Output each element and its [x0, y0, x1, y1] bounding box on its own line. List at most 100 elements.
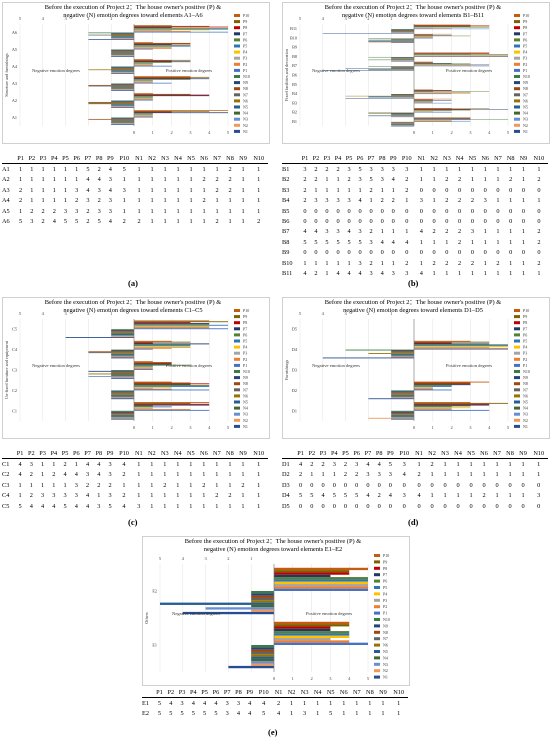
- bar-C5-P10: [134, 320, 210, 322]
- table-cell: 1: [52, 461, 56, 469]
- bar-D2-P4: [414, 386, 433, 388]
- pos-tick-label: 4: [348, 676, 351, 681]
- table-cell: 0: [432, 207, 436, 215]
- legend-label-N9: N9: [243, 375, 248, 380]
- bar-E2-P1: [274, 588, 368, 591]
- table-row: C2 4 2 1 2 4 4 3 4 3 2 1 1 1 1 1 1 1 1 1 1: [2, 470, 268, 480]
- table-cell: 1: [432, 238, 436, 246]
- table-cell: 1: [228, 481, 232, 489]
- header-cell: N9: [376, 687, 390, 699]
- table-cell: 4: [52, 218, 56, 226]
- legend-label-P9: P9: [523, 19, 527, 24]
- legend-swatch-P6: [234, 333, 240, 337]
- table-row: B4 2 3 3 3 3 4 1 2 2 1 3 1 2 2 2 3 1 1 1 1: [282, 196, 548, 206]
- bar-C1-P7: [134, 404, 210, 406]
- legend-label-P5: P5: [523, 339, 527, 344]
- legend-swatch-P4: [234, 345, 240, 349]
- bar-C4-N9: [111, 350, 134, 352]
- legend-label-N8: N8: [243, 381, 248, 386]
- table-cell: 0: [508, 502, 512, 510]
- bar-C3-P2: [134, 368, 153, 370]
- panel-d: Before the execution of Project 2：The ho…: [280, 295, 550, 535]
- header-cell: N1: [132, 153, 146, 165]
- legend-swatch-N3: [374, 662, 380, 666]
- table-cell: 1: [228, 218, 232, 226]
- table-cell: 1: [241, 197, 245, 205]
- bar-D2-P8: [414, 383, 471, 385]
- table-row: C1 4 3 1 1 2 1 4 4 3 4 1 1 1 1 1 1 1 1 1 1: [2, 459, 268, 470]
- table-cell: 2: [405, 259, 409, 267]
- legend-swatch-P1: [514, 363, 520, 367]
- bar-C1-P9: [134, 402, 191, 404]
- bar-C4-N7: [88, 352, 134, 354]
- table-cell: 1: [483, 259, 487, 267]
- table-row: B3 2 1 1 1 1 1 2 1 1 2 0 0 0 0 0 0 0 0 0 0: [282, 185, 548, 195]
- table-header-row: P1 P2 P3 P4 P5 P6 P7 P8 P9 P10 N1 N2 N3 N4 N5 N6 N7 N8 N9 N…: [142, 687, 408, 699]
- header-cell: P6: [354, 153, 366, 165]
- bar-C5-N8: [111, 330, 134, 332]
- negative-region-label: Negative emotion degrees: [312, 68, 360, 73]
- legend-label-N1: N1: [523, 424, 528, 429]
- header-cell: N7: [350, 687, 364, 699]
- emotion-chart-e: 5 4 3 2 1 0 1 2 3 4 5 Others E1 E2 Negative emotion de…: [144, 553, 390, 681]
- table-cell: 4: [303, 269, 307, 277]
- legend-label-P1: P1: [243, 68, 247, 73]
- category-label: C2: [12, 388, 17, 393]
- data-table-d: P1 P2 P3 P4 P5 P6 P7 P8 P9 P10 N1 N2 N3 N4 N5 N6 N7 N8 N9 N…: [282, 448, 548, 511]
- bar-A6-P7: [134, 27, 172, 29]
- bar-A2-N4: [111, 104, 134, 106]
- table-cell: 3: [30, 218, 34, 226]
- table-cell: 1: [189, 186, 193, 194]
- table-cell: 1: [30, 166, 34, 174]
- header-cell: N5: [184, 448, 198, 460]
- category-label: A4: [12, 64, 18, 69]
- table-cell: 1: [521, 238, 526, 246]
- table-cell: 2: [41, 218, 45, 226]
- table-cell: 3: [303, 166, 307, 174]
- table-cell: 1: [496, 269, 500, 277]
- legend-swatch-N7: [514, 388, 520, 392]
- table-cell: 1: [215, 502, 219, 510]
- bar-C3-P6: [134, 364, 191, 366]
- row-label: D4: [282, 492, 290, 500]
- header-cell: P7: [81, 448, 94, 460]
- table-cell: 4: [321, 492, 325, 500]
- table-cell: 2: [355, 471, 359, 479]
- bar-A4-N9: [111, 67, 134, 68]
- bar-A4-P3: [134, 64, 153, 66]
- legend-swatch-P4: [514, 50, 520, 54]
- table-cell: 1: [310, 471, 314, 479]
- table-cell: 5: [369, 176, 373, 184]
- bar-A5-P6: [134, 45, 191, 46]
- bar-A2-P10: [134, 93, 153, 94]
- table-cell: 3: [86, 197, 90, 205]
- chart-title-b: Before the execution of Project 2：The ho…: [324, 4, 502, 19]
- table-cell: 1: [329, 700, 333, 708]
- table-cell: 3: [108, 461, 112, 469]
- bar-D2-P10: [414, 381, 490, 383]
- legend-swatch-P7: [374, 573, 380, 577]
- table-cell: 4: [97, 176, 101, 184]
- bar-E1-N10: [251, 645, 274, 648]
- header-cell: N7: [490, 448, 504, 460]
- legend-swatch-P3: [374, 598, 380, 602]
- table-cell: 5: [355, 492, 359, 500]
- row-label: B11: [282, 269, 293, 277]
- bar-E1-P7: [274, 628, 331, 632]
- legend-label-N4: N4: [243, 406, 248, 411]
- bar-C4-N10: [111, 349, 134, 351]
- legend-label-P3: P3: [383, 598, 387, 603]
- legend-swatch-N7: [234, 93, 240, 97]
- table-cell: 1: [508, 461, 512, 469]
- legend-swatch-P3: [514, 56, 520, 60]
- panel-label-c: (c): [128, 517, 138, 527]
- legend-swatch-P10: [514, 14, 520, 17]
- header-cell: P5: [343, 153, 355, 165]
- table-cell: 4: [419, 228, 423, 236]
- legend-label-N7: N7: [523, 387, 528, 392]
- header-cell: P9: [384, 448, 396, 460]
- legend-label-N8: N8: [383, 630, 388, 635]
- table-cell: 0: [303, 218, 307, 226]
- table-cell: 3: [483, 197, 487, 205]
- legend-label-N2: N2: [523, 123, 528, 128]
